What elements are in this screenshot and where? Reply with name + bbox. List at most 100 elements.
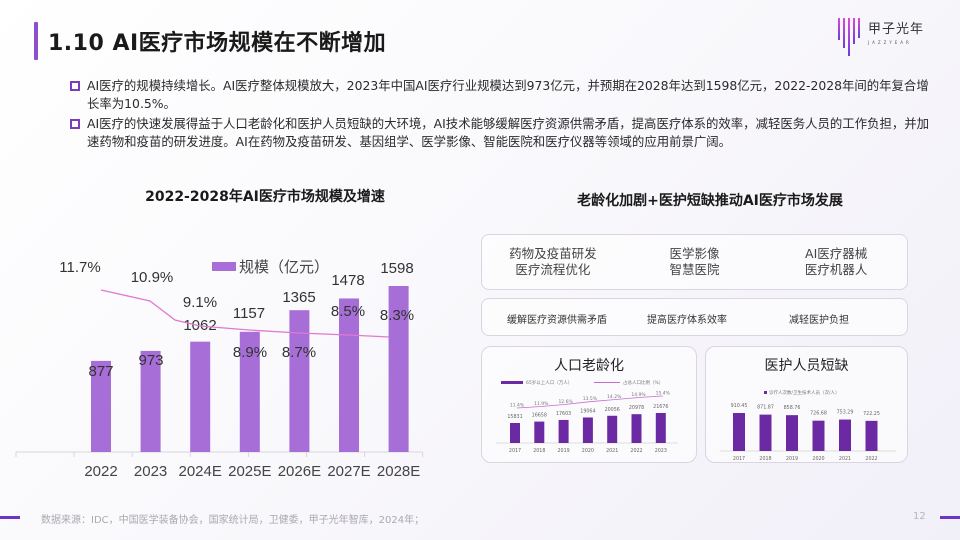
aging-card-title: 人口老龄化 (554, 358, 624, 374)
svg-text:2023: 2023 (655, 448, 667, 454)
legend-swatch (212, 262, 236, 271)
bar (190, 341, 211, 452)
svg-text:2022: 2022 (630, 448, 642, 454)
svg-text:2018: 2018 (759, 456, 771, 462)
aging-card: 人口老龄化 65岁以上人口（万人） 占总人口比例（%） 15831 2017 16658… (481, 346, 697, 463)
svg-text:15.4%: 15.4% (656, 391, 671, 397)
svg-text:2026E: 2026E (278, 463, 321, 480)
svg-text:871.87: 871.87 (757, 405, 774, 411)
svg-text:9.1%: 9.1% (183, 294, 217, 311)
staff-shortage-card: 医护人员短缺 诊疗人次数/卫生技术人员（次/人） 910.45 2017 871.87… (705, 346, 908, 463)
legend-label: 规模（亿元） (239, 258, 330, 276)
svg-text:973: 973 (138, 352, 163, 369)
page-title: 1.10 AI医疗市场规模在不断增加 (48, 31, 387, 56)
application-item: 药物及疫苗研发 医疗流程优化 (488, 246, 618, 278)
application-label: 智慧医院 (669, 262, 720, 277)
bar (91, 360, 111, 452)
svg-text:8.7%: 8.7% (282, 344, 316, 361)
svg-text:10.9%: 10.9% (131, 269, 174, 286)
bullet-text: AI医疗的快速发展得益于人口老龄化和医护人员短缺的大环境，AI技术能够缓解医疗资… (87, 116, 930, 149)
svg-text:占总人口比例（%）: 占总人口比例（%） (623, 379, 663, 386)
market-chart-legend: 规模（亿元） (212, 256, 329, 277)
svg-text:8.3%: 8.3% (380, 307, 414, 324)
svg-text:2019: 2019 (557, 448, 569, 454)
summary-bullets: AI医疗的规模持续增长。AI医疗整体规模放大，2023年中国AI医疗行业规模达到… (70, 77, 930, 153)
svg-text:2020: 2020 (812, 456, 824, 462)
benefit-label: 缓解医疗资源供需矛盾 (507, 315, 607, 326)
bar (140, 350, 161, 452)
drivers-title: 老龄化加剧+医护短缺推动AI医疗市场发展 (577, 193, 843, 209)
svg-text:1478: 1478 (331, 272, 364, 289)
svg-text:1365: 1365 (282, 289, 315, 306)
svg-text:877: 877 (88, 363, 113, 380)
svg-text:21676: 21676 (653, 404, 668, 410)
title-accent-bar (34, 22, 38, 60)
svg-text:2018: 2018 (533, 448, 545, 454)
application-label: AI医疗器械 (805, 246, 868, 261)
svg-text:20056: 20056 (605, 407, 620, 413)
svg-text:726.68: 726.68 (810, 411, 827, 417)
svg-text:16658: 16658 (532, 413, 547, 419)
svg-text:2021: 2021 (839, 456, 851, 462)
application-label: 医疗流程优化 (515, 262, 591, 277)
svg-text:722.25: 722.25 (863, 411, 880, 417)
svg-text:13.5%: 13.5% (583, 396, 598, 402)
application-item: 医学影像 智慧医院 (629, 246, 759, 278)
bullet-item: AI医疗的规模持续增长。AI医疗整体规模放大，2023年中国AI医疗行业规模达到… (70, 77, 930, 113)
svg-text:2027E: 2027E (327, 463, 370, 480)
svg-text:2022: 2022 (865, 456, 877, 462)
svg-text:8.5%: 8.5% (331, 303, 365, 320)
brand-logo: 甲子光年 JAZZYEAR (838, 18, 924, 56)
application-label: 医学影像 (669, 246, 720, 261)
svg-text:20978: 20978 (629, 405, 644, 411)
bar (239, 331, 260, 452)
aging-chart: 65岁以上人口（万人） 占总人口比例（%） 15831 2017 16658 2018 17… (496, 379, 678, 454)
svg-text:15831: 15831 (507, 414, 522, 420)
svg-text:2019: 2019 (786, 456, 798, 462)
benefit-label: 提高医疗体系效率 (647, 315, 727, 326)
svg-text:2024E: 2024E (179, 463, 222, 480)
benefit-label: 减轻医护负担 (789, 315, 849, 326)
square-bullet-icon (70, 81, 80, 91)
staff-shortage-card-title: 医护人员短缺 (764, 358, 849, 374)
svg-text:2017: 2017 (509, 448, 521, 454)
svg-text:12.6%: 12.6% (558, 399, 573, 405)
footer-accent-left (0, 516, 20, 519)
svg-text:2023: 2023 (134, 463, 167, 480)
svg-text:8.9%: 8.9% (233, 344, 267, 361)
svg-text:65岁以上人口（万人）: 65岁以上人口（万人） (526, 379, 572, 386)
svg-text:2020: 2020 (582, 448, 594, 454)
svg-text:2017: 2017 (733, 456, 745, 462)
bar (289, 310, 310, 452)
application-item: AI医疗器械 医疗机器人 (771, 246, 901, 278)
bar (388, 286, 409, 452)
svg-text:11.9%: 11.9% (534, 401, 549, 407)
svg-text:753.29: 753.29 (837, 410, 854, 416)
logo-name-cn: 甲子光年 (868, 22, 925, 37)
square-bullet-icon (70, 119, 80, 129)
svg-text:19064: 19064 (580, 408, 595, 414)
svg-text:14.2%: 14.2% (607, 394, 622, 400)
svg-text:14.9%: 14.9% (631, 392, 646, 398)
data-source: 数据来源：IDC，中国医学装备协会，国家统计局，卫健委，甲子光年智库，2024年… (41, 515, 425, 526)
bullet-item: AI医疗的快速发展得益于人口老龄化和医护人员短缺的大环境，AI技术能够缓解医疗资… (70, 115, 930, 151)
application-label: 医疗机器人 (804, 262, 868, 277)
bar (339, 298, 359, 452)
market-size-chart: 2022 2023 2024E 2025E 2026E 2027E 2028E 877 973 1… (15, 259, 424, 480)
page-title-bar: 1.10 AI医疗市场规模在不断增加 (34, 22, 386, 60)
svg-text:2021: 2021 (606, 448, 618, 454)
svg-text:2028E: 2028E (377, 463, 420, 480)
page-number: 12 (913, 511, 926, 522)
logo-name-en: JAZZYEAR (868, 40, 912, 45)
benefits-box: 缓解医疗资源供需矛盾 提高医疗体系效率 减轻医护负担 (481, 298, 908, 336)
logo-mark-icon (838, 18, 860, 56)
svg-text:诊疗人次数/卫生技术人员（次/人）: 诊疗人次数/卫生技术人员（次/人） (769, 389, 840, 396)
svg-text:2022: 2022 (84, 463, 117, 480)
applications-box: 药物及疫苗研发 医疗流程优化 医学影像 智慧医院 AI医疗器械 医疗机器人 (481, 234, 908, 290)
staff-shortage-chart: 诊疗人次数/卫生技术人员（次/人） 910.45 2017 871.87 2018 858… (720, 389, 896, 462)
footer-accent-right (940, 516, 960, 519)
svg-text:11.4%: 11.4% (510, 403, 525, 409)
svg-text:11.7%: 11.7% (59, 259, 100, 276)
svg-text:2025E: 2025E (228, 463, 271, 480)
bullet-text: AI医疗的规模持续增长。AI医疗整体规模放大，2023年中国AI医疗行业规模达到… (87, 78, 929, 111)
